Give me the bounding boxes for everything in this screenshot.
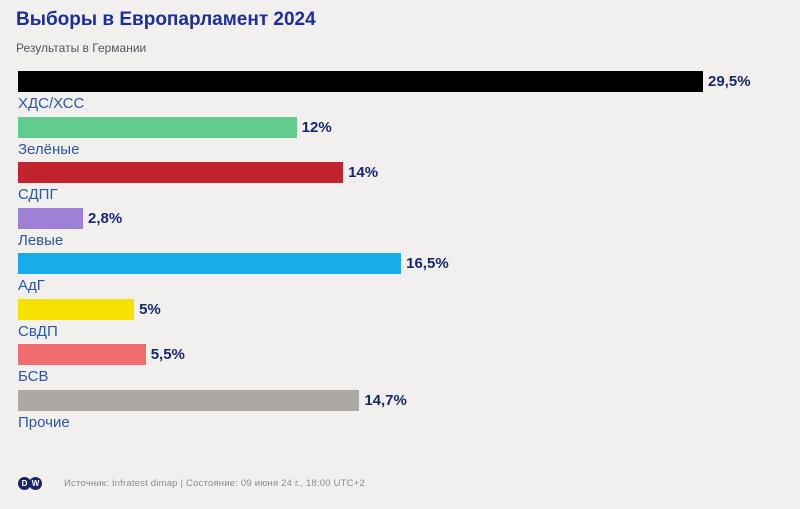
bar-chart: 29,5% ХДС/ХСС 12% Зелёные 14% СДПГ 2,8% Левые 16… bbox=[18, 71, 782, 435]
chart-row: 5% СвДП bbox=[18, 298, 782, 345]
bar bbox=[18, 389, 360, 411]
bar bbox=[18, 253, 402, 274]
chart-row: 5,5% БСВ bbox=[18, 344, 782, 390]
bar-line: 2,8% bbox=[18, 207, 782, 229]
chart-row: 16,5% АдГ bbox=[18, 253, 782, 299]
bar-line: 5% bbox=[18, 298, 782, 320]
bar-value-label: 5,5% bbox=[150, 346, 185, 363]
bar-value-label: 16,5% bbox=[406, 255, 449, 272]
bar-value-label: 2,8% bbox=[88, 209, 123, 227]
bar-line: 16,5% bbox=[18, 253, 782, 274]
bar-value-label: 5% bbox=[139, 300, 161, 318]
bar-category-label: БСВ bbox=[18, 368, 49, 385]
chart-footer: D W Источник: Infratest dimap | Состояни… bbox=[18, 477, 365, 490]
bar-category-label: ХДС/ХСС bbox=[18, 95, 85, 112]
chart-row: 14% СДПГ bbox=[18, 162, 782, 208]
bar-line: 14,7% bbox=[18, 389, 782, 411]
bar bbox=[18, 162, 344, 183]
bar-category-label: Прочие bbox=[18, 413, 70, 431]
bar-category-label: СДПГ bbox=[18, 186, 58, 203]
bar bbox=[18, 298, 135, 320]
bar-category-label: Зелёные bbox=[18, 140, 80, 158]
bar bbox=[18, 207, 84, 229]
bar-line: 29,5% bbox=[18, 71, 782, 92]
bar-value-label: 14% bbox=[348, 164, 379, 181]
bar-value-label: 12% bbox=[301, 118, 332, 136]
bar-line: 14% bbox=[18, 162, 782, 183]
chart-subtitle: Результаты в Германии bbox=[16, 41, 147, 55]
chart-row: 14,7% Прочие bbox=[18, 389, 782, 436]
bar bbox=[18, 116, 297, 138]
dw-logo: D W bbox=[18, 477, 42, 490]
bar-category-label: СвДП bbox=[18, 322, 58, 340]
bar bbox=[18, 344, 146, 365]
chart-header: Выборы в Европарламент 2024 Результаты в… bbox=[16, 9, 316, 55]
bar-category-label: АдГ bbox=[18, 277, 45, 294]
bar-line: 12% bbox=[18, 116, 782, 138]
chart-row: 12% Зелёные bbox=[18, 116, 782, 163]
chart-row: 29,5% ХДС/ХСС bbox=[18, 71, 782, 117]
dw-logo-d-icon: D bbox=[18, 477, 31, 490]
dw-logo-w-icon: W bbox=[29, 477, 42, 490]
bar-category-label: Левые bbox=[18, 231, 64, 249]
bar-value-label: 14,7% bbox=[364, 391, 407, 409]
source-text: Источник: Infratest dimap | Состояние: 0… bbox=[64, 478, 365, 489]
bar bbox=[18, 71, 703, 92]
chart-row: 2,8% Левые bbox=[18, 207, 782, 254]
bar-line: 5,5% bbox=[18, 344, 782, 365]
page-title: Выборы в Европарламент 2024 bbox=[16, 9, 316, 30]
bar-value-label: 29,5% bbox=[708, 73, 751, 90]
